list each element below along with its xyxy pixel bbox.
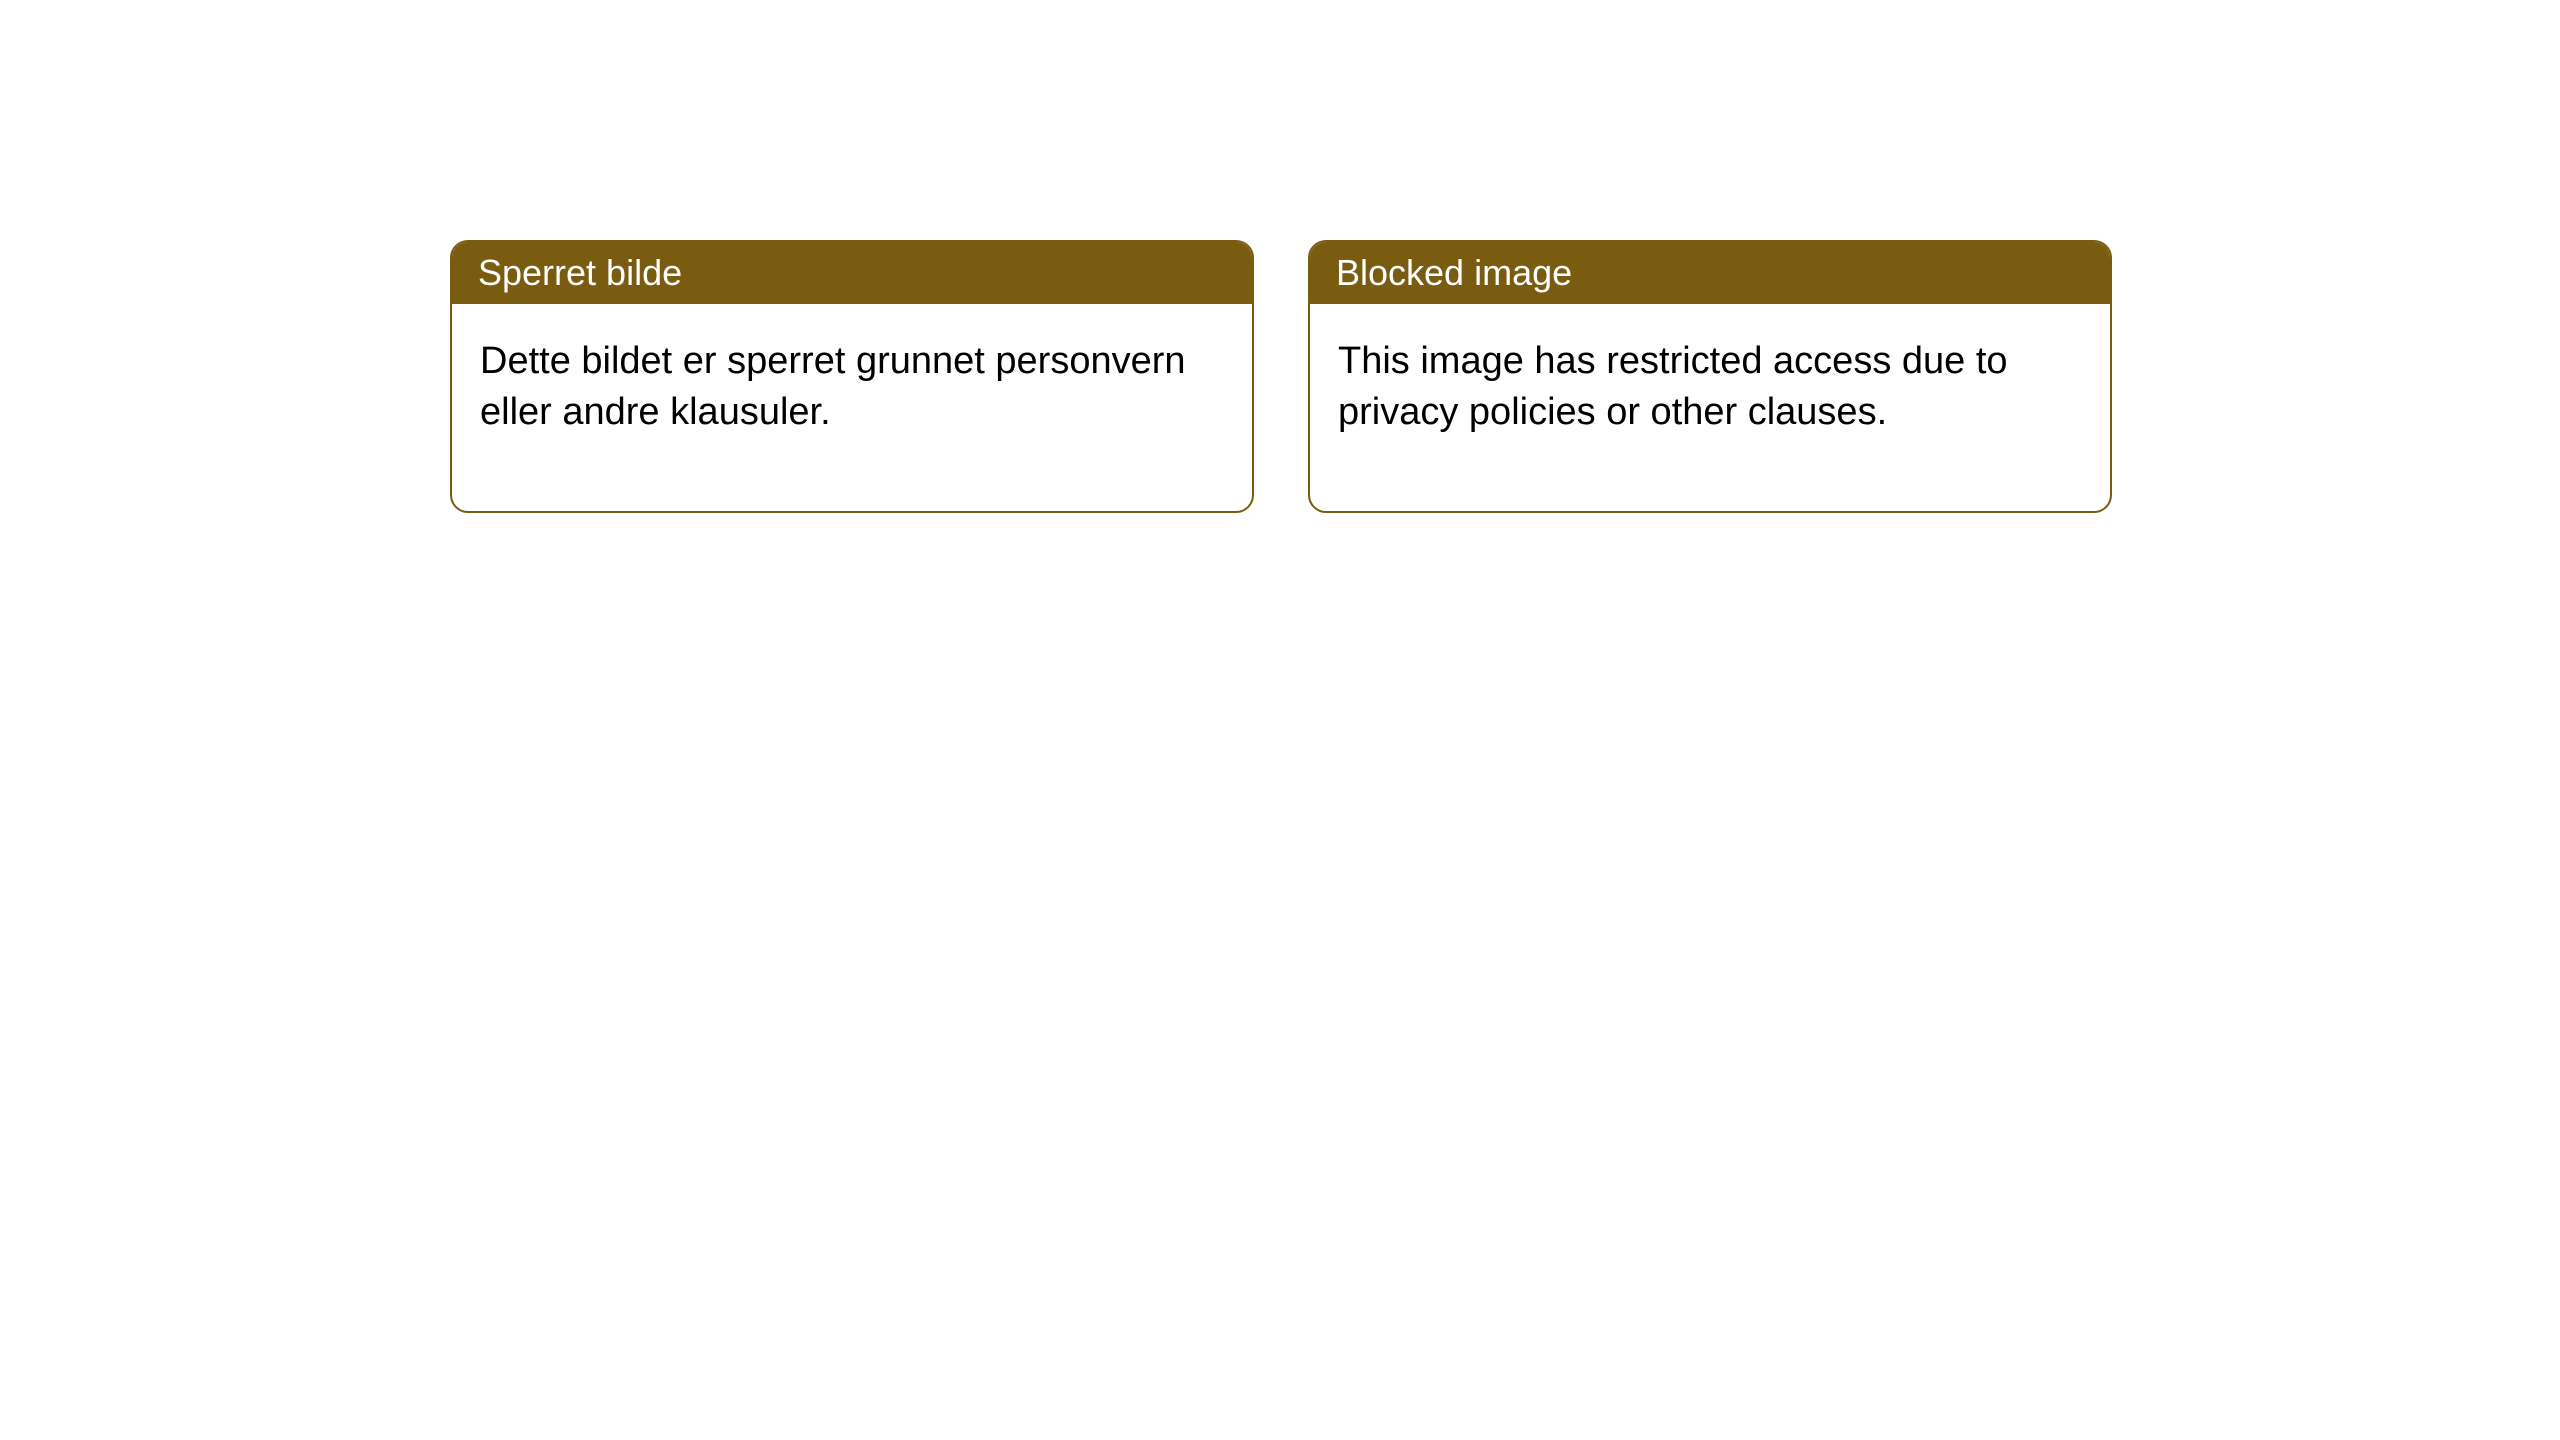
card-title-no: Sperret bilde xyxy=(478,252,682,293)
card-header-en: Blocked image xyxy=(1310,242,2110,304)
card-body-text-en: This image has restricted access due to … xyxy=(1338,340,2008,433)
cards-container: Sperret bilde Dette bildet er sperret gr… xyxy=(0,0,2560,513)
card-body-text-no: Dette bildet er sperret grunnet personve… xyxy=(480,340,1186,433)
card-header-no: Sperret bilde xyxy=(452,242,1252,304)
card-title-en: Blocked image xyxy=(1336,252,1572,293)
card-english: Blocked image This image has restricted … xyxy=(1308,240,2112,513)
card-body-en: This image has restricted access due to … xyxy=(1310,304,2110,511)
card-body-no: Dette bildet er sperret grunnet personve… xyxy=(452,304,1252,511)
card-norwegian: Sperret bilde Dette bildet er sperret gr… xyxy=(450,240,1254,513)
